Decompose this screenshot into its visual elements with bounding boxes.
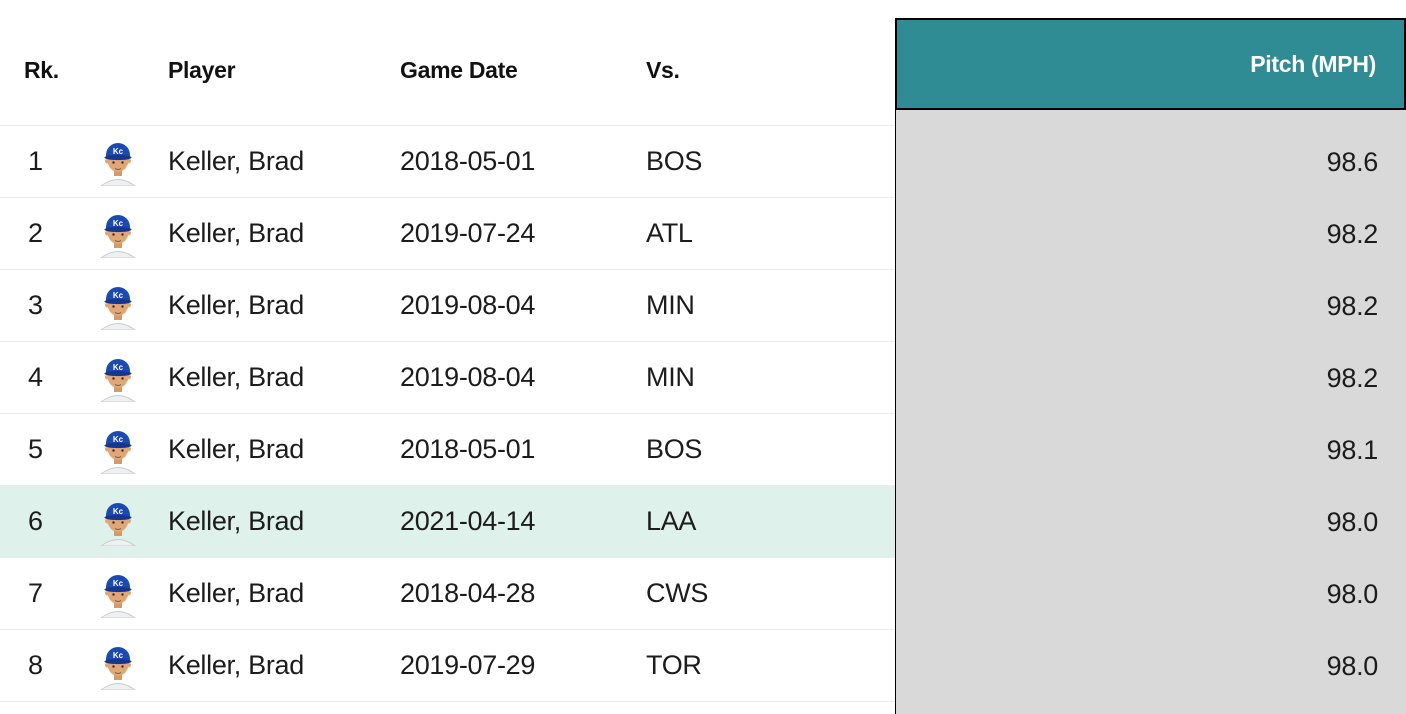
- pitch-value: 98.2: [1326, 290, 1379, 321]
- rank-cell: 5: [28, 434, 44, 464]
- col-header-game-date[interactable]: Game Date: [400, 57, 518, 83]
- game-date: 2018-05-01: [400, 434, 536, 464]
- player-headshot-icon: Kc: [70, 570, 165, 618]
- col-header-pitch-sorted[interactable]: Pitch (MPH): [895, 18, 1406, 110]
- pitch-value: 98.2: [1326, 218, 1379, 249]
- table-row-highlighted[interactable]: 6 Kc Keller, Brad 2021-04-14 LAA 98.0: [0, 486, 1406, 558]
- game-date: 2019-07-24: [400, 218, 536, 248]
- game-date: 2019-07-29: [400, 650, 536, 680]
- vs-team: BOS: [646, 146, 703, 176]
- player-headshot-icon: Kc: [70, 138, 165, 186]
- rank-cell: 6: [28, 506, 44, 536]
- game-date: 2019-08-04: [400, 362, 536, 392]
- svg-text:Kc: Kc: [112, 147, 123, 156]
- table-row[interactable]: 2 Kc Keller, Brad 2019-07-24 ATL 98.2: [0, 198, 1406, 270]
- table-header: Rk. Player Game Date Vs.: [0, 0, 895, 126]
- table-row[interactable]: 7 Kc Keller, Brad 2018-04-28 CWS 98.0: [0, 558, 1406, 630]
- player-headshot-icon: Kc: [70, 354, 165, 402]
- player-name: Keller, Brad: [168, 146, 304, 176]
- game-date: 2018-04-28: [400, 578, 536, 608]
- svg-text:Kc: Kc: [112, 579, 123, 588]
- svg-text:Kc: Kc: [112, 363, 123, 372]
- vs-team: BOS: [646, 434, 703, 464]
- col-header-rank[interactable]: Rk.: [24, 57, 59, 83]
- table-row[interactable]: 4 Kc Keller, Brad 2019-08-04 MIN 98.2: [0, 342, 1406, 414]
- svg-text:Kc: Kc: [112, 219, 123, 228]
- player-headshot-icon: Kc: [70, 282, 165, 330]
- player-name: Keller, Brad: [168, 290, 304, 320]
- vs-team: CWS: [646, 578, 709, 608]
- pitch-value: 98.0: [1326, 578, 1379, 609]
- player-name: Keller, Brad: [168, 578, 304, 608]
- player-headshot-icon: Kc: [70, 210, 165, 258]
- vs-team: MIN: [646, 362, 695, 392]
- rank-cell: 8: [28, 650, 44, 680]
- player-name: Keller, Brad: [168, 506, 304, 536]
- game-date: 2021-04-14: [400, 506, 536, 536]
- player-name: Keller, Brad: [168, 362, 304, 392]
- pitch-value: 98.6: [1326, 146, 1379, 177]
- game-date: 2019-08-04: [400, 290, 536, 320]
- rank-cell: 7: [28, 578, 44, 608]
- svg-text:Kc: Kc: [112, 507, 123, 516]
- player-headshot-icon: Kc: [70, 426, 165, 474]
- vs-team: MIN: [646, 290, 695, 320]
- table-row[interactable]: 1 Kc Keller, Brad 2018-05-01 BOS 98.6: [0, 126, 1406, 198]
- table-row[interactable]: 5 Kc Keller, Brad 2018-05-01 BOS 98.1: [0, 414, 1406, 486]
- player-name: Keller, Brad: [168, 434, 304, 464]
- vs-team: LAA: [646, 506, 697, 536]
- pitch-value: 98.0: [1326, 650, 1379, 681]
- svg-text:Kc: Kc: [112, 435, 123, 444]
- rank-cell: 2: [28, 218, 44, 248]
- col-header-vs[interactable]: Vs.: [646, 57, 680, 83]
- rank-cell: 1: [28, 146, 44, 176]
- vs-team: TOR: [646, 650, 702, 680]
- rank-cell: 4: [28, 362, 44, 392]
- pitch-column-background: [895, 110, 1406, 714]
- game-date: 2018-05-01: [400, 146, 536, 176]
- pitch-value: 98.0: [1326, 506, 1379, 537]
- vs-team: ATL: [646, 218, 693, 248]
- pitch-value: 98.1: [1326, 434, 1379, 465]
- player-name: Keller, Brad: [168, 650, 304, 680]
- table-row[interactable]: 8 Kc Keller, Brad 2019-07-29 TOR 98.0: [0, 630, 1406, 702]
- player-headshot-icon: Kc: [70, 498, 165, 546]
- svg-text:Kc: Kc: [112, 651, 123, 660]
- pitch-value: 98.2: [1326, 362, 1379, 393]
- col-header-player[interactable]: Player: [168, 57, 236, 83]
- table-row[interactable]: 3 Kc Keller, Brad 2019-08-04 MIN 98.2: [0, 270, 1406, 342]
- rank-cell: 3: [28, 290, 44, 320]
- player-name: Keller, Brad: [168, 218, 304, 248]
- col-header-avatar-spacer: [70, 55, 165, 71]
- player-headshot-icon: Kc: [70, 642, 165, 690]
- svg-text:Kc: Kc: [112, 291, 123, 300]
